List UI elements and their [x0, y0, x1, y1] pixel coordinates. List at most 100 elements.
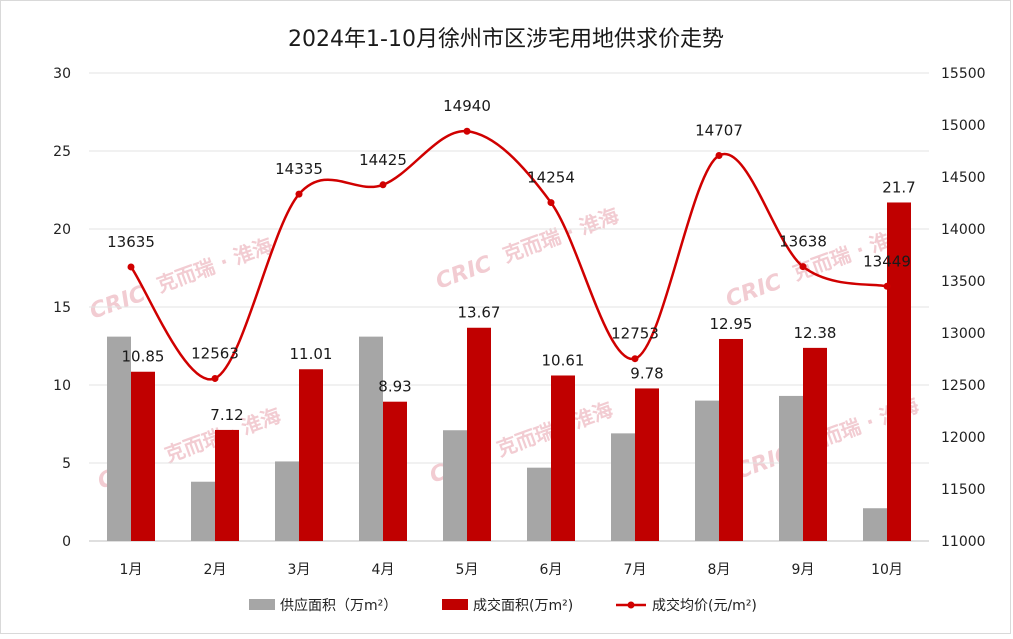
x-tick-label: 9月	[792, 562, 815, 578]
left-tick-label: 30	[53, 66, 71, 82]
bar-deal	[215, 429, 239, 541]
bar-supply	[527, 467, 551, 541]
bar-supply	[611, 433, 635, 541]
chart-title: 2024年1-10月徐州市区涉宅用地供求价走势	[288, 27, 724, 52]
price-label: 14707	[695, 121, 743, 139]
right-tick-label: 14500	[941, 170, 986, 186]
legend: 供应面积（万m²） 成交面积(万m²) 成交均价(元/m²)	[249, 597, 757, 614]
bar-supply	[443, 430, 467, 541]
watermark-logo: CRIC	[87, 282, 150, 325]
left-axis-ticks: 0 5 10 15 20 25 30	[53, 66, 71, 550]
bar-deal	[383, 401, 407, 541]
price-point	[295, 190, 303, 198]
price-point	[799, 263, 807, 271]
left-tick-label: 15	[53, 300, 71, 316]
price-label: 13635	[107, 233, 155, 251]
price-label: 14335	[275, 160, 323, 178]
right-tick-label: 13000	[941, 326, 986, 342]
left-tick-label: 0	[62, 534, 71, 550]
bar-deal	[635, 388, 659, 541]
x-tick-label: 7月	[624, 562, 647, 578]
bar-deal-label: 8.93	[378, 378, 411, 396]
watermark-logo: CRIC	[723, 270, 786, 313]
bar-deal	[551, 375, 575, 541]
bar-deal-label: 21.7	[882, 178, 915, 196]
bar-deal-label: 10.61	[542, 351, 585, 369]
price-label: 13449	[863, 252, 911, 270]
legend-label-supply: 供应面积（万m²）	[280, 597, 397, 614]
x-tick-label: 5月	[456, 562, 479, 578]
price-point	[547, 199, 555, 207]
legend-label-deal: 成交面积(万m²)	[473, 597, 573, 614]
price-point	[463, 127, 471, 135]
x-tick-label: 1月	[120, 562, 143, 578]
price-line-path	[129, 129, 888, 381]
bars	[107, 202, 911, 542]
bar-deal	[887, 202, 911, 542]
price-label: 12563	[191, 344, 239, 362]
left-tick-label: 20	[53, 222, 71, 238]
bar-supply	[275, 461, 299, 541]
watermark-text: 克而瑞 · 淮海	[153, 233, 275, 297]
bar-deal-label: 12.95	[710, 315, 753, 333]
bar-supply	[695, 400, 719, 541]
x-axis-ticks: 1月 2月 3月 4月 5月 6月 7月 8月 9月 10月	[120, 562, 903, 578]
right-axis-ticks: 11000 11500 12000 12500 13000 13500 14000 14500…	[941, 66, 986, 550]
right-tick-label: 15000	[941, 118, 986, 134]
right-tick-label: 11000	[941, 534, 986, 550]
left-tick-label: 5	[62, 456, 71, 472]
bar-deal-label: 11.01	[290, 345, 333, 363]
legend-swatch-supply	[249, 599, 275, 610]
legend-swatch-deal	[442, 599, 468, 610]
right-tick-label: 12000	[941, 430, 986, 446]
bar-deal	[299, 369, 323, 541]
price-label: 14254	[527, 169, 575, 187]
bar-deal	[719, 338, 743, 541]
price-point	[631, 355, 639, 363]
x-tick-label: 6月	[540, 562, 563, 578]
bar-supply	[779, 395, 803, 541]
price-line	[127, 127, 891, 382]
price-point	[883, 282, 891, 290]
x-tick-label: 10月	[871, 562, 903, 578]
right-tick-label: 12500	[941, 378, 986, 394]
right-tick-label: 14000	[941, 222, 986, 238]
left-tick-label: 25	[53, 144, 71, 160]
bar-deal	[131, 371, 155, 541]
x-tick-label: 3月	[288, 562, 311, 578]
price-label: 14940	[443, 97, 491, 115]
price-point	[715, 151, 723, 159]
bar-deal	[467, 327, 491, 541]
bar-deal-label: 9.78	[630, 364, 663, 382]
bar-deal-label: 13.67	[458, 304, 501, 322]
bar-deal-label: 10.85	[122, 348, 165, 366]
watermark-logo: CRIC	[433, 252, 496, 295]
price-label: 14425	[359, 151, 407, 169]
right-tick-label: 11500	[941, 482, 986, 498]
right-tick-label: 15500	[941, 66, 986, 82]
x-tick-label: 2月	[204, 562, 227, 578]
watermark-text: 克而瑞 · 淮海	[499, 203, 621, 267]
x-tick-label: 8月	[708, 562, 731, 578]
bar-deal-label: 12.38	[794, 324, 837, 342]
right-tick-label: 13500	[941, 274, 986, 290]
bar-supply	[107, 336, 131, 541]
bar-supply	[191, 481, 215, 541]
legend-label-price: 成交均价(元/m²)	[652, 597, 757, 614]
price-point	[211, 374, 219, 382]
data-labels: 10.85 13635 7.12 12563 11.01 14335 8.93 14425 13…	[107, 97, 916, 424]
price-label: 13638	[779, 233, 827, 251]
bar-deal	[803, 347, 827, 541]
bar-supply	[359, 336, 383, 541]
legend-swatch-price-dot	[627, 601, 635, 609]
left-tick-label: 10	[53, 378, 71, 394]
x-tick-label: 4月	[372, 562, 395, 578]
bar-supply	[863, 508, 887, 541]
price-point	[127, 263, 135, 271]
price-label: 12753	[611, 325, 659, 343]
bar-deal-label: 7.12	[210, 406, 243, 424]
price-point	[379, 181, 387, 189]
